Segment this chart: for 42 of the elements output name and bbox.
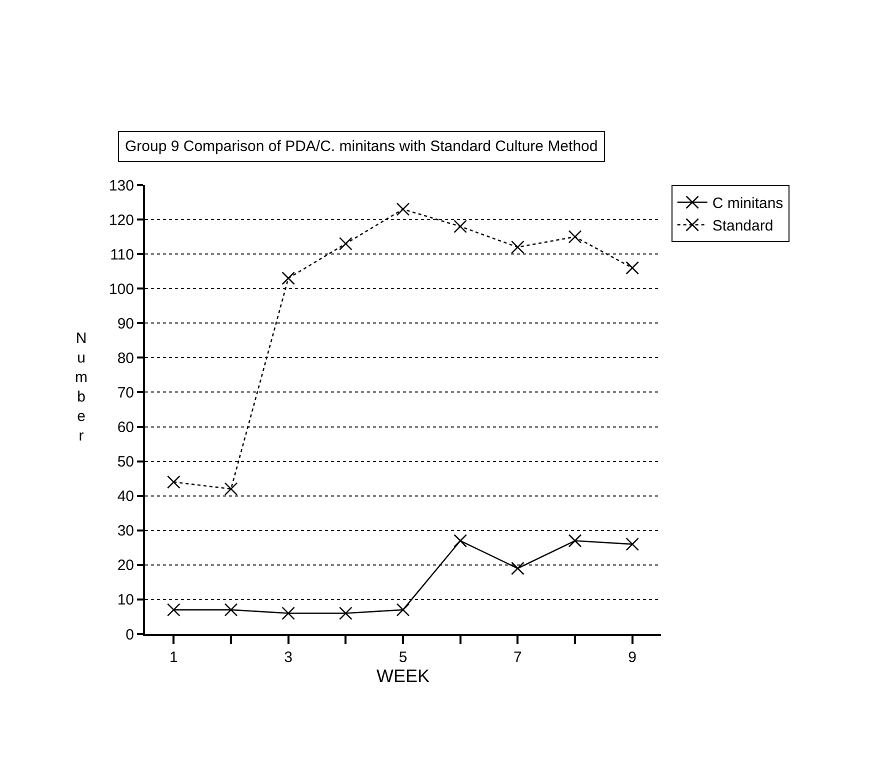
point: [396, 603, 410, 616]
y-tick-label: 70: [117, 384, 134, 402]
point: [339, 237, 352, 250]
y-tick-label: 40: [117, 488, 134, 506]
legend-label: Standard: [712, 218, 774, 235]
point: [511, 562, 524, 576]
point: [454, 534, 467, 548]
y-tick-label: 0: [126, 626, 134, 644]
y-tick-label: 30: [117, 522, 134, 540]
y-axis-title: Number: [75, 330, 88, 444]
y-tick-label: 20: [117, 557, 134, 574]
point: [339, 606, 352, 620]
y-tick-label: 100: [108, 280, 134, 298]
point: [224, 603, 238, 616]
y-tick-label: 60: [117, 419, 134, 436]
point: [167, 603, 180, 616]
y-tick-label: 110: [110, 246, 134, 264]
x-tick-label: 1: [170, 649, 178, 666]
y-tick-label: 90: [117, 315, 134, 332]
chart-title: Group 9 Comparison of PDA/C. minitans with Standard Culture Method: [125, 138, 598, 155]
point: [568, 230, 582, 244]
point: [167, 475, 180, 489]
x-tick-label: 5: [398, 649, 408, 666]
x-tick-label: 9: [628, 649, 636, 666]
legend-label: C minitans: [712, 195, 784, 212]
point: [282, 606, 295, 620]
x-tick-label: 3: [284, 649, 292, 666]
point: [626, 538, 639, 551]
point: [511, 240, 524, 254]
x-tick-label: 7: [514, 649, 522, 666]
y-tick-label: 10: [117, 592, 134, 609]
y-tick-label: 50: [117, 454, 134, 471]
point: [568, 534, 582, 548]
point: [396, 202, 410, 216]
y-tick-label: 130: [108, 177, 134, 194]
point: [454, 220, 467, 234]
y-tick-label: 120: [108, 212, 134, 229]
point: [224, 482, 238, 496]
y-tick-label: 80: [117, 350, 134, 367]
point: [282, 272, 295, 285]
point: [626, 261, 639, 275]
x-axis-title: WEEK: [376, 666, 430, 686]
